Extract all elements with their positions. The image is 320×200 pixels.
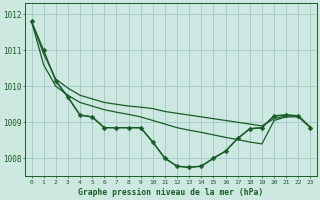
X-axis label: Graphe pression niveau de la mer (hPa): Graphe pression niveau de la mer (hPa) bbox=[78, 188, 264, 197]
